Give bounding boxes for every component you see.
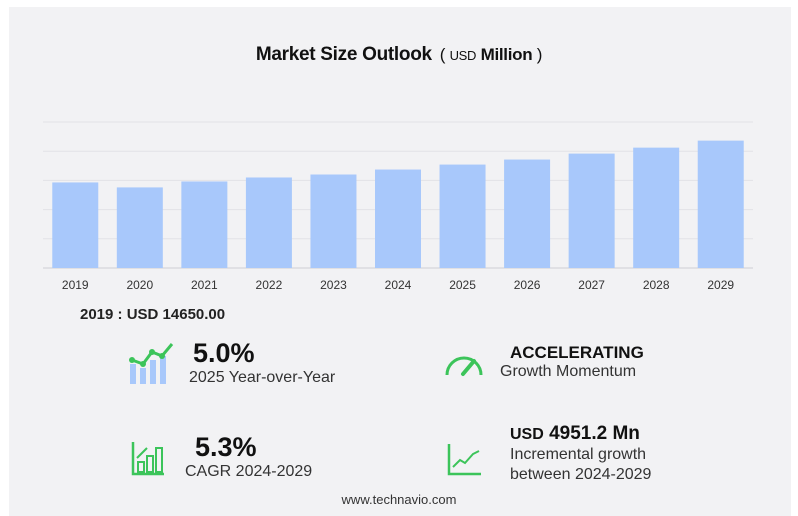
- momentum-label: Growth Momentum: [500, 363, 637, 380]
- speedometer-icon: [445, 356, 483, 376]
- x-tick-label: 2025: [449, 278, 476, 292]
- unit-label: Million: [480, 45, 533, 64]
- incremental-prefix: USD: [510, 426, 544, 443]
- bar-2024: [375, 169, 421, 268]
- x-tick-label: 2026: [514, 278, 541, 292]
- growth-chart-icon: [129, 343, 174, 384]
- bar-2028: [633, 147, 680, 268]
- bar-2025: [439, 164, 486, 268]
- trend-line-icon: [447, 444, 481, 476]
- x-tick-label: 2028: [643, 278, 670, 292]
- title-text: Market Size Outlook: [255, 44, 432, 65]
- bar-2026: [504, 159, 551, 268]
- yoy-value: 5.0%: [193, 338, 255, 368]
- x-tick-label: 2027: [578, 278, 605, 292]
- cagr-value: 5.3%: [195, 432, 257, 462]
- bar-growth-icon: [131, 442, 164, 476]
- yoy-label: 2025 Year-over-Year: [189, 369, 336, 386]
- x-tick-label: 2023: [320, 278, 347, 292]
- bar-2020: [116, 187, 163, 268]
- source-footer: www.technavio.com: [341, 492, 457, 507]
- bar-2029: [697, 140, 744, 268]
- x-tick-label: 2024: [385, 278, 412, 292]
- title-unit: ( USD Million ): [439, 45, 543, 64]
- x-tick-label: 2021: [191, 278, 218, 292]
- x-tick-label: 2019: [62, 278, 89, 292]
- bar-2021: [181, 181, 228, 268]
- x-tick-label: 2022: [256, 278, 283, 292]
- momentum-value: ACCELERATING: [510, 343, 644, 362]
- unit-prefix: USD: [449, 48, 477, 63]
- bar-chart: 2019 2020 2021 2022 2023 2024 2025 2026 2027 2028…: [43, 121, 753, 292]
- incremental-label-2: between 2024-2029: [510, 466, 652, 483]
- bar-2027: [568, 153, 615, 268]
- bar-2023: [310, 174, 357, 268]
- incremental-value: 4951.2 Mn: [549, 423, 640, 444]
- bar-2022: [245, 177, 292, 268]
- x-tick-label: 2029: [707, 278, 734, 292]
- bar-2019: [52, 182, 99, 268]
- cagr-label: CAGR 2024-2029: [185, 463, 313, 480]
- incremental-label-1: Incremental growth: [510, 446, 647, 463]
- chart-title: Market Size Outlook ( USD Million ): [0, 44, 798, 66]
- base-year-value: 2019 : USD 14650.00: [80, 306, 226, 323]
- x-tick-label: 2020: [126, 278, 153, 292]
